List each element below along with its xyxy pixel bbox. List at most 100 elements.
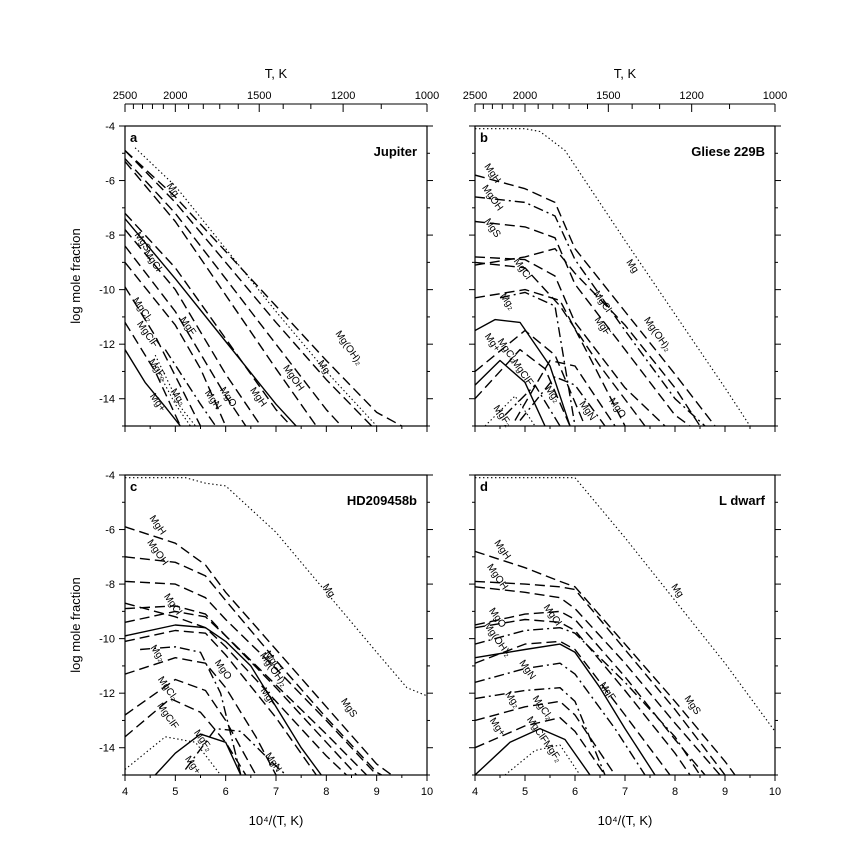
series-line (499, 291, 576, 426)
series-label: MgOH (144, 538, 170, 568)
series-line (125, 349, 181, 426)
series-line (475, 627, 701, 775)
series-line (125, 161, 317, 426)
series-label: MgS (482, 217, 503, 240)
series-label: Mg (164, 181, 181, 199)
x-tick-label: 5 (522, 786, 528, 798)
series-line (475, 618, 691, 775)
series-group (475, 128, 751, 426)
x-axis-label: 10⁴/(T, K) (598, 813, 653, 828)
y-axis-label: log mole fraction (68, 228, 83, 323)
series-line (125, 556, 383, 775)
series-label: MgCl (541, 603, 563, 628)
top-tick-label: 2000 (163, 90, 187, 102)
series-label: MgF₂ (191, 728, 214, 754)
x-tick-label: 6 (572, 786, 578, 798)
top-tick-label: 1000 (415, 90, 439, 102)
y-tick-label: -12 (99, 339, 115, 351)
series-line (125, 286, 202, 426)
series-line (475, 348, 571, 426)
series-line (475, 700, 616, 775)
series-line (475, 128, 751, 426)
series-line (154, 733, 242, 775)
series-label: MgF₂ (541, 739, 564, 765)
series-line (164, 349, 217, 426)
panel-c: c HD209458b -4 -6 -8 -10 -12 -14 4 5 6 7 8 9 10 10⁴/(T,… (68, 470, 433, 828)
series-label: Mg+ (182, 754, 202, 777)
series-line (125, 149, 403, 426)
panel-a: a Jupiter -4 -6 -8 -10 -12 -14 2500 2000 1500 1200 1… (68, 66, 439, 432)
series-line (125, 212, 292, 426)
series-label: MgH (247, 385, 268, 409)
series-label: MgCl (591, 289, 613, 314)
top-tick-label: 1500 (247, 90, 271, 102)
y-tick-label: -4 (105, 121, 115, 133)
panel-letter: c (130, 479, 137, 494)
series-label: MgCl (161, 592, 183, 617)
series-line (125, 678, 257, 775)
y-tick-label: -12 (99, 688, 115, 700)
x-tick-label: 9 (374, 786, 380, 798)
y-tick-label: -6 (105, 525, 115, 537)
series-line (125, 602, 347, 775)
x-axis-label: 10⁴/(T, K) (249, 813, 304, 828)
series-line (475, 196, 706, 426)
series-line (475, 550, 736, 775)
series-group (125, 477, 427, 775)
series-label: Mg (320, 582, 337, 600)
panel-title: Gliese 229B (691, 144, 765, 159)
series-label: MgClF (134, 319, 160, 349)
series-line (475, 477, 775, 732)
series-label: MgN (262, 751, 283, 775)
series-line (475, 288, 626, 426)
series-label: MgH (481, 162, 502, 186)
series-line (125, 580, 378, 775)
series-line (475, 247, 701, 426)
x-tick-label: 8 (672, 786, 678, 798)
series-line (475, 359, 546, 426)
x-tick-label: 7 (622, 786, 628, 798)
x-tick-label: 5 (172, 786, 178, 798)
plot-frame (474, 125, 776, 427)
series-line (125, 610, 368, 775)
series-label: MgF₂ (146, 357, 169, 383)
top-tick-label: 1000 (763, 90, 787, 102)
panel-title: HD209458b (347, 493, 417, 508)
series-line (475, 318, 571, 426)
top-axis-label: T, K (265, 66, 288, 81)
series-line (504, 744, 581, 775)
series-label: MgO (212, 658, 234, 682)
y-tick-label: -14 (99, 743, 115, 755)
y-tick-label: -10 (99, 285, 115, 297)
series-line (514, 359, 616, 426)
series-line (475, 586, 721, 775)
y-tick-label: -14 (99, 394, 115, 406)
series-line (134, 147, 387, 426)
series-line (125, 158, 342, 426)
series-line (475, 687, 606, 775)
panel-letter: a (130, 130, 138, 145)
series-line (475, 329, 586, 426)
series-label: Mg (669, 582, 686, 600)
series-line (475, 717, 606, 775)
y-tick-label: -6 (105, 176, 115, 188)
series-label: Mg(OH)₂ (333, 329, 365, 368)
series-line (140, 646, 242, 775)
y-axis-label: log mole fraction (68, 577, 83, 672)
series-line (475, 640, 671, 775)
top-tick-label: 1200 (679, 90, 703, 102)
series-line (125, 322, 182, 426)
top-tick-label: 1200 (331, 90, 355, 102)
x-tick-label: 4 (122, 786, 128, 798)
plot-frame (474, 474, 776, 776)
series-line (475, 261, 646, 426)
series-line (154, 365, 191, 426)
series-line (475, 662, 646, 775)
series-group (475, 477, 775, 775)
series-line (125, 261, 227, 426)
top-axis-label: T, K (614, 66, 637, 81)
x-tick-label: 6 (223, 786, 229, 798)
y-tick-label: -8 (105, 230, 115, 242)
